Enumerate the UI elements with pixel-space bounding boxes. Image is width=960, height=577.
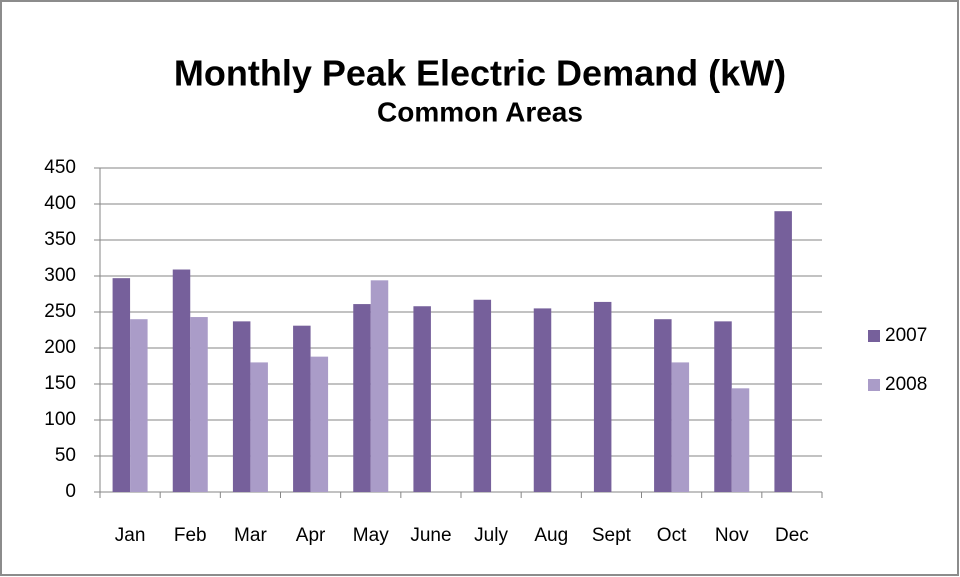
x-tick-label: Apr	[296, 525, 326, 546]
x-tick-label: Sept	[592, 525, 632, 546]
legend-label: 2007	[885, 325, 927, 346]
y-tick-label: 0	[65, 481, 76, 502]
chart-subtitle: Common Areas	[377, 96, 583, 127]
legend-swatch	[868, 379, 880, 391]
x-tick-label: Feb	[174, 525, 207, 546]
bar	[370, 280, 389, 492]
x-tick-label: Aug	[534, 525, 568, 546]
x-tick-label: June	[410, 525, 451, 546]
x-tick-label: May	[353, 525, 389, 546]
bar	[190, 317, 208, 492]
bar	[172, 269, 191, 492]
bar	[654, 319, 672, 492]
y-tick-label: 450	[44, 157, 76, 178]
y-tick-label: 300	[44, 265, 76, 286]
bar	[353, 304, 371, 492]
x-tick-label: Mar	[234, 525, 267, 546]
bar	[310, 356, 329, 492]
x-tick-label: Dec	[775, 525, 809, 546]
bar	[293, 325, 311, 492]
y-tick-label: 100	[44, 409, 76, 430]
y-tick-label: 350	[44, 229, 76, 250]
x-tick-label: Jan	[115, 525, 146, 546]
bar	[671, 362, 690, 492]
bar	[473, 299, 492, 492]
bar	[112, 278, 131, 492]
legend-swatch	[868, 330, 880, 342]
bar	[593, 301, 612, 492]
x-tick-label: Nov	[715, 525, 749, 546]
legend-label: 2008	[885, 374, 927, 395]
bar	[731, 388, 750, 492]
x-tick-label: Oct	[657, 525, 687, 546]
y-tick-label: 150	[44, 373, 76, 394]
chart-title: Monthly Peak Electric Demand (kW)	[174, 53, 786, 94]
y-tick-label: 50	[55, 445, 76, 466]
y-tick-label: 400	[44, 193, 76, 214]
bar	[130, 319, 148, 492]
bar	[533, 308, 552, 492]
bar	[774, 211, 792, 492]
bar	[250, 362, 268, 492]
bar	[232, 321, 251, 492]
x-tick-label: July	[474, 525, 508, 546]
y-tick-label: 250	[44, 301, 76, 322]
bar	[413, 306, 431, 492]
bar	[714, 321, 732, 492]
y-tick-label: 200	[44, 337, 76, 358]
